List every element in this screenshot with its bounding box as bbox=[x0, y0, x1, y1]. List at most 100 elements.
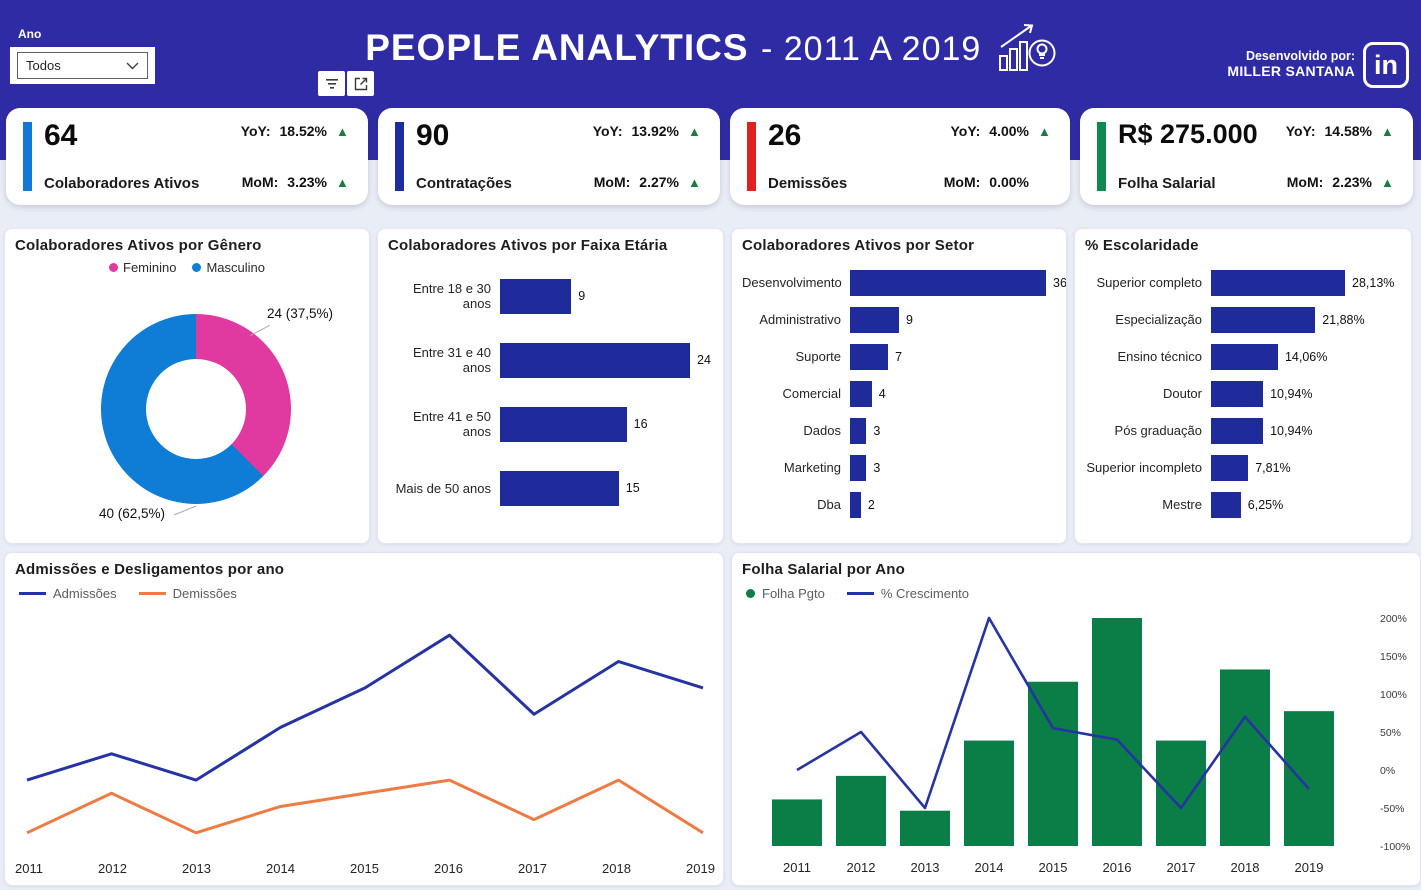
folha-bar-2016[interactable] bbox=[1092, 618, 1142, 846]
category-label: Administrativo bbox=[759, 312, 841, 327]
x-axis-label: 2013 bbox=[911, 860, 940, 875]
folha-bar-2017[interactable] bbox=[1156, 740, 1206, 846]
series-line-demissões[interactable] bbox=[26, 778, 704, 835]
panel-escolaridade: % Escolaridade Superior completo 28,13% Es… bbox=[1074, 228, 1412, 544]
up-arrow-icon: ▲ bbox=[1381, 174, 1394, 190]
feminino-dot-icon bbox=[109, 262, 118, 272]
up-arrow-icon: ▲ bbox=[336, 123, 349, 139]
bar-suporte[interactable] bbox=[850, 343, 889, 370]
crescimento-line[interactable] bbox=[796, 616, 1310, 810]
category-label: Suporte bbox=[795, 349, 841, 364]
page-title: PEOPLE ANALYTICS - 2011 A 2019 bbox=[0, 22, 1421, 79]
kpi-value: 26 bbox=[768, 119, 802, 152]
legend-item-feminino[interactable]: Feminino bbox=[109, 258, 176, 276]
escolaridade-chart: Superior completo 28,13% Especialização 21,… bbox=[1085, 264, 1401, 523]
callout-masculino: 40 (62,5%) bbox=[99, 506, 166, 521]
x-axis-label: 2017 bbox=[1167, 860, 1196, 875]
bar-superior-incompleto[interactable] bbox=[1211, 454, 1249, 481]
setor-chart: Desenvolvimento 36 Administrativo 9 Suporte 7… bbox=[742, 264, 1066, 523]
up-arrow-icon: ▲ bbox=[336, 174, 349, 190]
yoy-label: YoY: bbox=[1285, 123, 1316, 139]
right-axis-label: -100% bbox=[1380, 841, 1410, 853]
kpi-row: 64 Colaboradores Ativos YoY: 18.52% ▲ MoM:… bbox=[6, 108, 1413, 205]
legend-item-masculino[interactable]: Masculino bbox=[192, 258, 265, 276]
folha-bar-2019[interactable] bbox=[1284, 711, 1334, 846]
donut-hole bbox=[146, 359, 246, 459]
x-axis-label: 2019 bbox=[1295, 860, 1324, 875]
folha-bar-2018[interactable] bbox=[1220, 669, 1270, 846]
mom-value: 0.00% bbox=[989, 174, 1029, 190]
value-label: 3 bbox=[873, 423, 881, 438]
bar-desenvolvimento[interactable] bbox=[850, 269, 1046, 296]
year-filter-dropdown[interactable]: Todos bbox=[17, 52, 148, 79]
linkedin-icon[interactable]: in bbox=[1363, 42, 1409, 88]
bar-row: Desenvolvimento 36 bbox=[742, 264, 1066, 301]
filter-button[interactable] bbox=[318, 71, 345, 96]
panel-folha-salarial-ano: Folha Salarial por Ano Folha Pgto % Cres… bbox=[731, 552, 1421, 886]
panel-admissoes-demissoes: Admissões e Desligamentos por ano Admiss… bbox=[4, 552, 724, 886]
bar-row: Entre 41 e 50 anos 16 bbox=[388, 392, 713, 456]
admissoes-line-icon bbox=[19, 591, 46, 595]
right-axis-label: 0% bbox=[1380, 765, 1395, 777]
up-arrow-icon: ▲ bbox=[688, 174, 701, 190]
bar-row: Entre 31 e 40 anos 24 bbox=[388, 328, 713, 392]
credit-line1: Desenvolvido por: bbox=[1245, 49, 1355, 63]
value-label: 24 bbox=[697, 353, 711, 367]
category-label: Desenvolvimento bbox=[742, 275, 842, 290]
bar-row: Superior completo 28,13% bbox=[1085, 264, 1401, 301]
panel-title: % Escolaridade bbox=[1085, 237, 1199, 254]
legend-label: Folha Pgto bbox=[762, 585, 825, 601]
folha-bar-2013[interactable] bbox=[900, 810, 950, 846]
crescimento-line-icon bbox=[846, 591, 874, 595]
x-axis-label: 2013 bbox=[182, 861, 211, 876]
focus-mode-button[interactable] bbox=[347, 71, 374, 96]
bar-marketing[interactable] bbox=[850, 454, 867, 481]
category-label: Dados bbox=[803, 423, 841, 438]
panel-title: Folha Salarial por Ano bbox=[742, 561, 906, 578]
folha-bar-2012[interactable] bbox=[836, 775, 886, 846]
series-line-admissões[interactable] bbox=[26, 633, 704, 782]
bar-mestre[interactable] bbox=[1211, 491, 1241, 518]
donut-area: 24 (37,5%) 40 (62,5%) bbox=[15, 278, 359, 530]
folha-bar-2015[interactable] bbox=[1028, 681, 1078, 846]
category-label: Pós graduação bbox=[1114, 423, 1202, 438]
bar-row: Ensino técnico 14,06% bbox=[1085, 338, 1401, 375]
panel-title: Colaboradores Ativos por Faixa Etária bbox=[388, 237, 668, 254]
bar-comercial[interactable] bbox=[850, 380, 872, 407]
bar-row: Doutor 10,94% bbox=[1085, 375, 1401, 412]
x-axis-label: 2016 bbox=[434, 861, 463, 876]
legend-item-crescimento[interactable]: % Crescimento bbox=[846, 586, 969, 601]
folha-pgto-dot-icon bbox=[746, 588, 755, 598]
bar-especializa-o[interactable] bbox=[1211, 306, 1316, 333]
line-chart bbox=[15, 604, 713, 859]
bar-row: Comercial 4 bbox=[742, 375, 1056, 412]
bar-entre-18-e-30-anos[interactable] bbox=[500, 278, 572, 314]
mom-value: 3.23% bbox=[287, 174, 327, 190]
right-axis-label: 150% bbox=[1380, 651, 1407, 663]
bar-entre-41-e-50-anos[interactable] bbox=[500, 406, 627, 442]
bar-mais-de-50-anos[interactable] bbox=[500, 470, 619, 506]
bar-dados[interactable] bbox=[850, 417, 867, 444]
bar-dba[interactable] bbox=[850, 491, 861, 518]
bar-p-s-gradua-o[interactable] bbox=[1211, 417, 1264, 444]
bar-row: Entre 18 e 30 anos 9 bbox=[388, 264, 713, 328]
visual-toolbar bbox=[318, 71, 374, 96]
panel-genero: Colaboradores Ativos por Gênero Feminino… bbox=[4, 228, 370, 544]
folha-bar-2011[interactable] bbox=[772, 799, 822, 846]
bar-doutor[interactable] bbox=[1211, 380, 1264, 407]
kpi-label: Contratações bbox=[416, 175, 512, 192]
yoy-value: 18.52% bbox=[279, 123, 327, 139]
category-label: Superior incompleto bbox=[1086, 460, 1202, 475]
legend-item-folha-pgto[interactable]: Folha Pgto bbox=[746, 586, 825, 601]
bar-superior-completo[interactable] bbox=[1211, 269, 1345, 296]
bar-administrativo[interactable] bbox=[850, 306, 899, 333]
folha-bar-2014[interactable] bbox=[964, 740, 1014, 846]
category-label: Superior completo bbox=[1096, 275, 1203, 290]
bar-entre-31-e-40-anos[interactable] bbox=[500, 342, 690, 378]
kpi-card-contratacoes: 90 Contratações YoY: 13.92% ▲ MoM: 2.27% ▲ bbox=[378, 108, 720, 205]
year-filter-value: Todos bbox=[26, 58, 61, 73]
legend-item-demissoes[interactable]: Demissões bbox=[138, 586, 237, 601]
bar-ensino-t-cnico[interactable] bbox=[1211, 343, 1278, 370]
right-axis-label: 50% bbox=[1380, 727, 1401, 739]
legend-item-admissoes[interactable]: Admissões bbox=[19, 586, 117, 601]
